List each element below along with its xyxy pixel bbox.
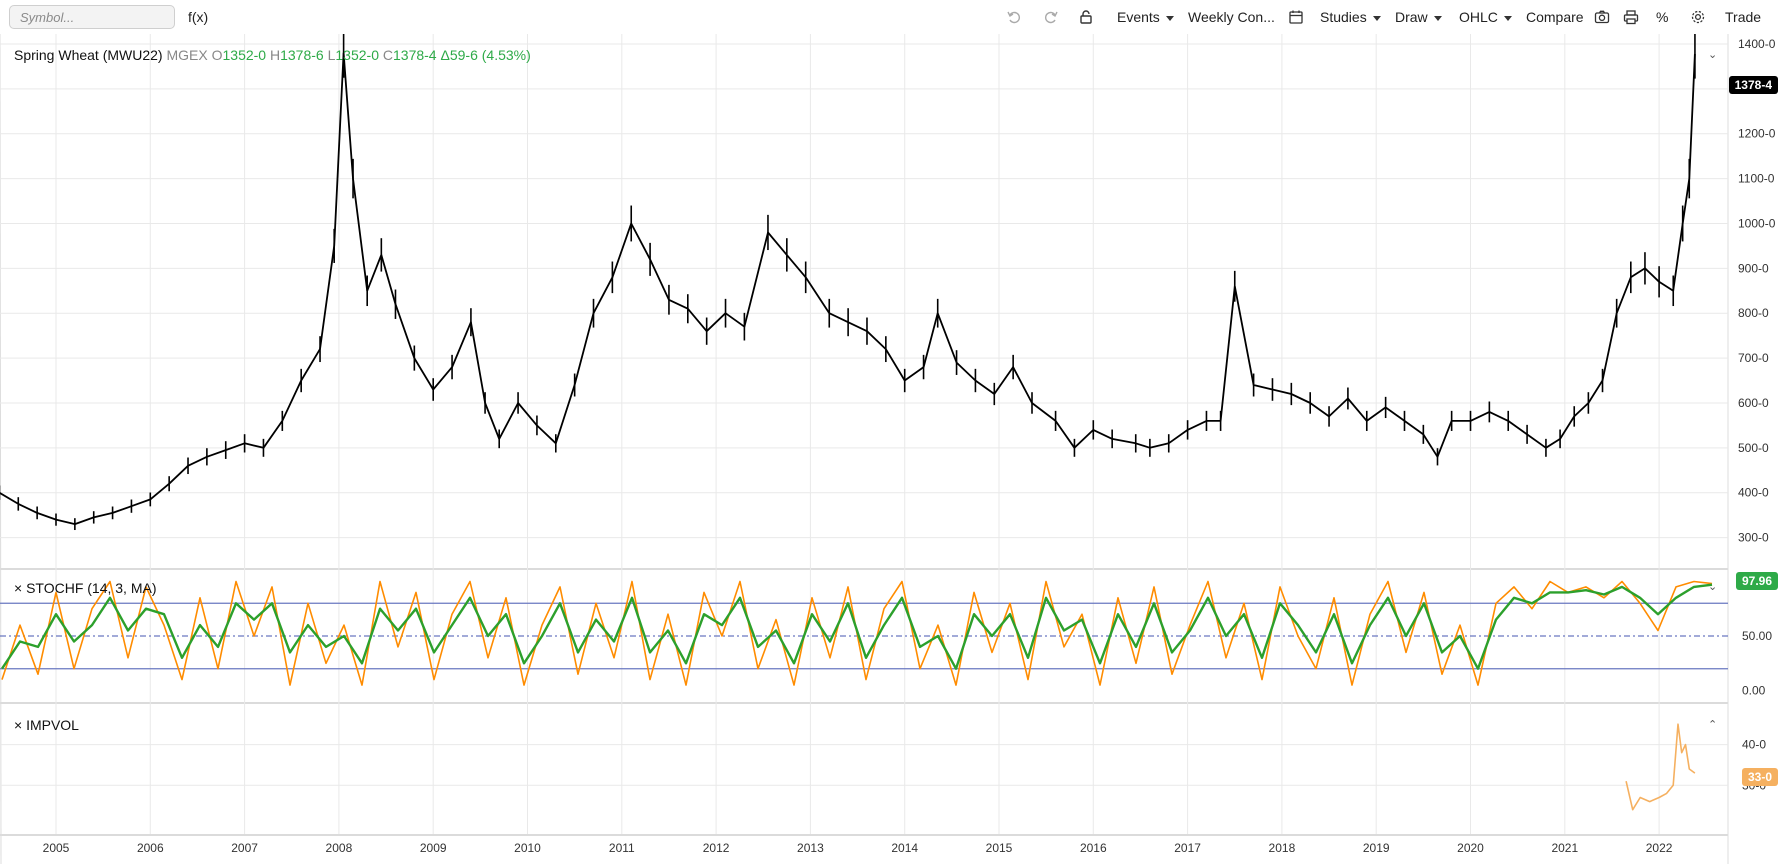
draw-label: Draw: [1395, 9, 1428, 25]
trade-button[interactable]: Trade: [1725, 9, 1762, 25]
x-tick-label: 2012: [703, 841, 730, 855]
top-toolbar: f(x) Events Weekly Con... Studies Draw O…: [0, 0, 1786, 34]
last-price-tag: 1378-4: [1728, 76, 1778, 94]
chevron-down-icon: [1433, 15, 1442, 21]
x-tick-label: 2011: [609, 841, 635, 855]
events-menu[interactable]: Events: [1117, 0, 1174, 34]
y-tick-label: 900-0: [1738, 261, 1769, 275]
chevron-down-icon: [1165, 15, 1174, 21]
x-tick-label: 2020: [1457, 841, 1484, 855]
impvol-y-tick-label: 40-0: [1742, 738, 1766, 752]
y-tick-label: 1200-0: [1738, 127, 1776, 141]
chart-canvas[interactable]: 2005 2006 2007 2008 2009 2010 2011 2012 2013 2014…: [0, 34, 1786, 864]
x-tick-label: 2010: [514, 841, 541, 855]
calendar-icon[interactable]: [1288, 9, 1304, 25]
chart-type-label: OHLC: [1459, 9, 1498, 25]
draw-menu[interactable]: Draw: [1395, 0, 1442, 34]
x-tick-label: 2021: [1551, 841, 1578, 855]
x-tick-label: 2013: [797, 841, 824, 855]
chevron-down-icon[interactable]: ⌄: [1708, 581, 1718, 593]
symbol-search-input[interactable]: [9, 5, 175, 29]
y-tick-label: 400-0: [1738, 486, 1769, 500]
chevron-down-icon: [1372, 15, 1381, 21]
formula-button[interactable]: f(x): [188, 9, 209, 25]
impvol-line: [1625, 723, 1696, 811]
x-tick-label: 2009: [420, 841, 447, 855]
lock-icon[interactable]: [1078, 9, 1094, 25]
x-tick-label: 2019: [1363, 841, 1390, 855]
plot-background: [0, 34, 1728, 864]
stochf-value-tag: 97.96: [1735, 572, 1778, 590]
x-tick-label: 2018: [1269, 841, 1296, 855]
high-value: 1378-6: [280, 47, 324, 63]
high-label: H: [269, 47, 281, 63]
studies-label: Studies: [1320, 9, 1367, 25]
studies-menu[interactable]: Studies: [1320, 0, 1381, 34]
close-label: C: [382, 47, 393, 63]
x-tick-label: 2006: [137, 841, 164, 855]
chart-type-menu[interactable]: OHLC: [1459, 0, 1512, 34]
price-series-line: [0, 52, 1696, 525]
weekly-contract-menu[interactable]: Weekly Con...: [1188, 9, 1275, 25]
x-tick-label: 2007: [231, 841, 258, 855]
x-tick-label: 2008: [326, 841, 353, 855]
instrument-name: Spring Wheat (MWU22): [14, 47, 163, 63]
open-label: O: [211, 47, 223, 63]
x-tick-label: 2014: [891, 841, 918, 855]
undo-icon[interactable]: [1006, 9, 1022, 25]
compare-button[interactable]: Compare: [1526, 9, 1584, 25]
y-tick-label: 700-0: [1738, 351, 1769, 365]
percent-button[interactable]: %: [1656, 9, 1669, 25]
impvol-study-label[interactable]: × IMPVOL: [14, 717, 79, 733]
events-label: Events: [1117, 9, 1160, 25]
chevron-up-icon[interactable]: ⌃: [1708, 719, 1718, 731]
x-tick-label: 2016: [1080, 841, 1107, 855]
stoch-d-line: [0, 583, 1713, 670]
x-tick-label: 2022: [1646, 841, 1673, 855]
stoch-y-tick-label: 0.00: [1742, 684, 1766, 698]
y-tick-label: 600-0: [1738, 396, 1769, 410]
gear-icon[interactable]: [1690, 9, 1706, 25]
chevron-down-icon: [1503, 15, 1512, 21]
x-tick-label: 2015: [986, 841, 1013, 855]
y-tick-label: 1400-0: [1738, 37, 1776, 51]
stochf-study-label[interactable]: × STOCHF (14, 3, MA): [14, 580, 157, 596]
left-border: [0, 34, 2, 864]
print-icon[interactable]: [1623, 9, 1639, 25]
y-tick-label: 500-0: [1738, 441, 1769, 455]
y-tick-label: 1100-0: [1738, 172, 1775, 186]
x-tick-label: 2005: [43, 841, 70, 855]
x-tick-label: 2017: [1174, 841, 1201, 855]
low-value: 1352-0: [335, 47, 379, 63]
close-value: 1378-4: [393, 47, 437, 63]
exchange-label: MGEX: [166, 47, 208, 63]
y-tick-label: 800-0: [1738, 306, 1769, 320]
y-tick-label: 1000-0: [1738, 216, 1776, 230]
price-legend: Spring Wheat (MWU22) MGEX O1352-0 H1378-…: [14, 47, 531, 63]
redo-icon[interactable]: [1043, 9, 1059, 25]
open-value: 1352-0: [222, 47, 267, 63]
low-label: L: [327, 47, 336, 63]
stoch-y-tick-label: 50.00: [1742, 629, 1772, 643]
y-tick-label: 300-0: [1738, 531, 1769, 545]
camera-icon[interactable]: [1594, 9, 1610, 25]
change-value: Δ59-6 (4.53%): [440, 47, 531, 63]
impvol-value-tag: 33-0: [1741, 768, 1778, 786]
chevron-down-icon[interactable]: ⌄: [1708, 49, 1718, 61]
